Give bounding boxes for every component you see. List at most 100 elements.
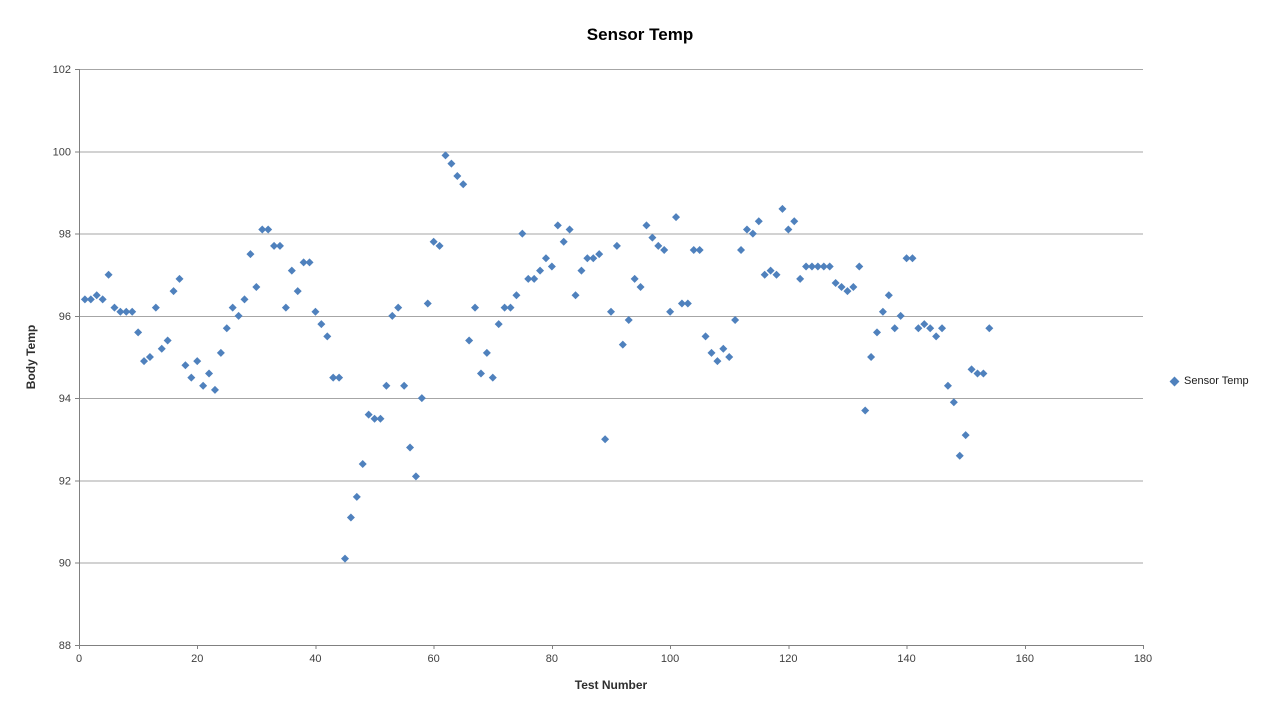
scatter-point xyxy=(92,291,101,300)
scatter-point xyxy=(287,266,296,275)
scatter-point xyxy=(837,283,846,292)
scatter-point xyxy=(199,381,208,390)
scatter-point xyxy=(506,303,515,312)
scatter-point xyxy=(541,254,550,263)
scatter-point xyxy=(636,283,645,292)
scatter-point xyxy=(612,241,621,250)
scatter-point xyxy=(335,373,344,382)
scatter-point xyxy=(985,324,994,333)
scatter-point xyxy=(642,221,651,230)
scatter-point xyxy=(949,398,958,407)
scatter-point xyxy=(943,381,952,390)
scatter-point xyxy=(169,287,178,296)
scatter-point xyxy=(429,237,438,246)
scatter-point xyxy=(784,225,793,234)
x-tick-label: 120 xyxy=(779,653,797,665)
scatter-point xyxy=(819,262,828,271)
scatter-point xyxy=(553,221,562,230)
scatter-point xyxy=(831,278,840,287)
scatter-point xyxy=(920,320,929,329)
scatter-point xyxy=(760,270,769,279)
x-tick-label: 160 xyxy=(1016,653,1034,665)
scatter-point xyxy=(116,307,125,316)
scatter-point xyxy=(766,266,775,275)
y-tick-label: 98 xyxy=(59,229,71,241)
scatter-point xyxy=(98,295,107,304)
x-tick-label: 20 xyxy=(191,653,203,665)
scatter-point xyxy=(666,307,675,316)
scatter-point xyxy=(299,258,308,267)
scatter-point xyxy=(441,151,450,160)
scatter-point xyxy=(482,348,491,357)
scatter-point xyxy=(731,315,740,324)
scatter-point xyxy=(476,369,485,378)
scatter-point xyxy=(938,324,947,333)
scatter-point xyxy=(689,246,698,255)
scatter-point xyxy=(145,353,154,361)
scatter-point xyxy=(524,274,533,283)
x-tick-label: 100 xyxy=(661,653,679,665)
scatter-point xyxy=(796,274,805,283)
scatter-point xyxy=(465,336,474,345)
x-tick-label: 60 xyxy=(428,653,440,665)
scatter-point xyxy=(205,369,214,378)
scatter-point xyxy=(890,324,899,333)
scatter-point xyxy=(571,291,580,300)
x-tick-label: 0 xyxy=(76,653,82,665)
scatter-point xyxy=(719,344,728,353)
x-tick-label: 80 xyxy=(546,653,558,665)
scatter-point xyxy=(701,332,710,341)
scatter-point xyxy=(742,225,751,234)
scatter-point xyxy=(873,328,881,337)
scatter-point xyxy=(453,171,462,180)
x-tick-label: 180 xyxy=(1134,653,1152,665)
scatter-point xyxy=(210,385,219,394)
scatter-point xyxy=(618,340,627,349)
scatter-point xyxy=(754,217,763,226)
scatter-point xyxy=(151,303,160,312)
scatter-point xyxy=(577,266,586,275)
scatter-point xyxy=(388,311,397,320)
scatter-point xyxy=(382,381,391,390)
scatter-point xyxy=(648,233,657,242)
scatter-point xyxy=(417,394,426,403)
scatter-point xyxy=(878,307,887,316)
scatter-point xyxy=(902,254,911,263)
scatter-point xyxy=(884,291,893,300)
y-tick-label: 92 xyxy=(59,475,71,487)
x-tick-label: 140 xyxy=(897,653,915,665)
legend-label: Sensor Temp xyxy=(1184,375,1249,387)
scatter-point xyxy=(926,324,935,333)
y-tick-label: 102 xyxy=(53,64,71,76)
scatter-point xyxy=(967,365,976,374)
scatter-point xyxy=(394,303,403,312)
scatter-point xyxy=(134,328,143,337)
scatter-point xyxy=(914,324,923,333)
scatter-point xyxy=(979,369,988,378)
scatter-point xyxy=(471,303,480,312)
scatter-point xyxy=(725,353,734,361)
scatter-point xyxy=(140,357,149,366)
scatter-point xyxy=(813,262,822,271)
scatter-point xyxy=(825,262,834,271)
scatter-point xyxy=(370,414,379,423)
y-tick-label: 96 xyxy=(59,311,71,323)
scatter-point xyxy=(867,353,876,361)
scatter-point xyxy=(122,307,131,316)
scatter-point xyxy=(677,299,686,308)
y-axis-title: Body Temp xyxy=(24,324,38,390)
scatter-point xyxy=(607,307,615,316)
scatter-point xyxy=(518,229,527,238)
y-tick-label: 94 xyxy=(59,393,71,405)
scatter-point xyxy=(311,307,320,316)
scatter-point xyxy=(589,254,598,263)
scatter-point xyxy=(104,270,113,279)
scatter-point xyxy=(790,217,799,226)
scatter-point xyxy=(216,348,225,357)
scatter-point xyxy=(358,459,367,468)
scatter-point xyxy=(565,225,574,234)
scatter-point xyxy=(861,406,870,415)
scatter-point xyxy=(488,373,497,382)
scatter-point xyxy=(973,369,982,378)
scatter-point xyxy=(595,250,604,259)
